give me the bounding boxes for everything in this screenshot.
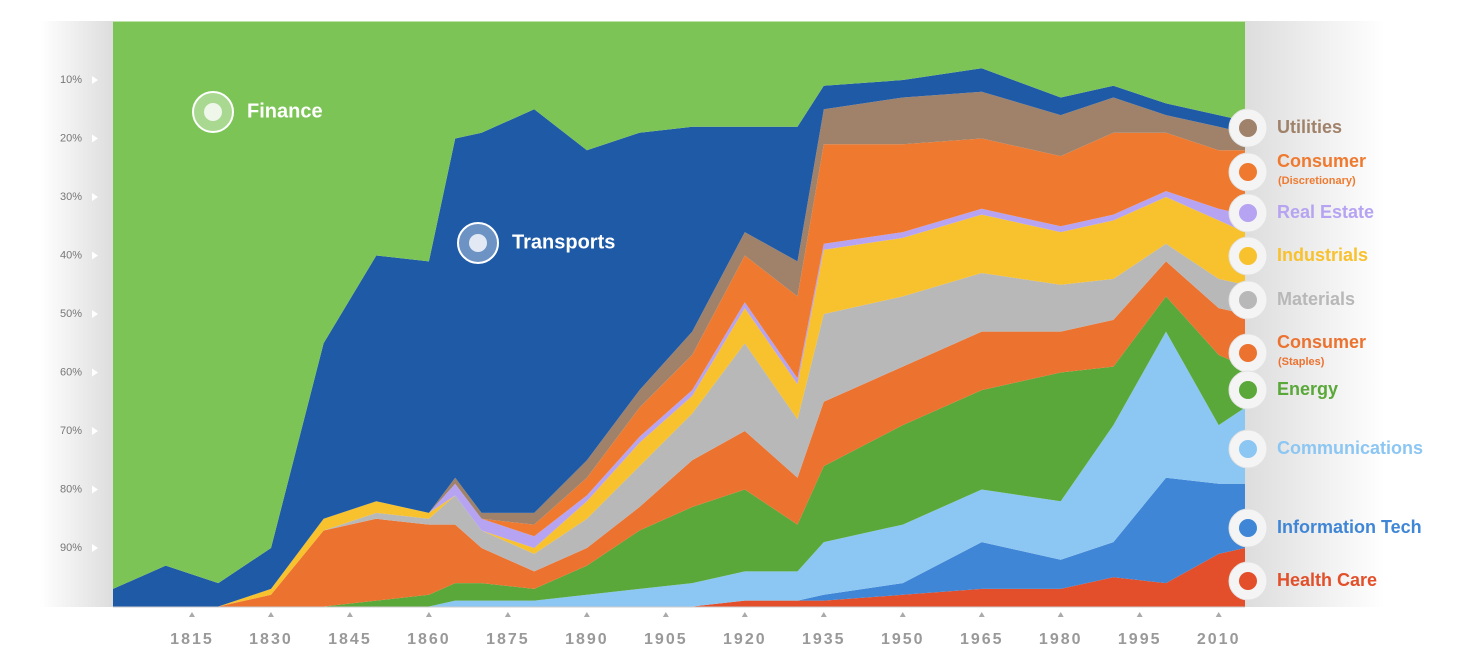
legend-icon-dot	[1239, 440, 1257, 458]
legend-icon-dot	[1239, 572, 1257, 590]
plot-area	[113, 21, 1245, 607]
x-tick-label: 1845	[328, 631, 372, 648]
legend-label: Industrials	[1277, 245, 1368, 265]
y-tick	[92, 427, 98, 435]
x-tick	[583, 612, 590, 617]
y-tick	[92, 368, 98, 377]
x-tick-label: 1920	[723, 631, 767, 648]
legend-label: Communications	[1277, 438, 1423, 458]
legend-icon-dot	[1239, 344, 1257, 362]
x-tick	[1057, 612, 1064, 617]
x-tick	[188, 612, 195, 617]
x-tick	[978, 612, 985, 617]
area	[113, 548, 1245, 607]
x-tick-label: 1995	[1118, 631, 1162, 648]
legend-icon-dot	[1239, 163, 1257, 181]
legend-label: Information Tech	[1277, 517, 1422, 537]
area	[113, 261, 1245, 607]
area	[113, 91, 1245, 607]
x-tick	[504, 612, 511, 617]
legend-label: Real Estate	[1277, 202, 1374, 222]
y-tick-label: 80%	[60, 483, 82, 495]
x-tick-label: 1890	[565, 631, 609, 648]
x-tick-label: 1905	[644, 631, 688, 648]
x-tick-label: 1935	[802, 631, 846, 648]
y-tick	[92, 76, 98, 84]
area	[113, 197, 1245, 607]
legend-icon-dot	[1239, 519, 1257, 537]
y-tick	[92, 485, 98, 494]
y-tick-label: 70%	[60, 425, 82, 437]
y-tick-label: 40%	[60, 249, 82, 261]
legend-label: Utilities	[1277, 117, 1342, 137]
legend-label: Consumer	[1277, 332, 1366, 352]
y-tick	[92, 310, 98, 318]
y-tick	[92, 193, 98, 201]
legend-label: Health Care	[1277, 570, 1377, 590]
x-tick	[425, 612, 432, 617]
label-icon-dot	[469, 234, 487, 252]
x-tick-label: 1860	[407, 631, 451, 648]
y-tick	[92, 134, 98, 143]
legend-icon-dot	[1239, 381, 1257, 399]
legend-note: (Discretionary)	[1278, 175, 1356, 187]
x-tick-label: 1980	[1039, 631, 1083, 648]
area	[113, 243, 1245, 607]
x-tick	[741, 612, 748, 617]
area	[113, 21, 1245, 589]
legend-label: Energy	[1277, 379, 1338, 399]
x-tick	[267, 612, 274, 617]
series-label: Finance	[247, 100, 323, 122]
y-tick-label: 60%	[60, 366, 82, 378]
legend-icon-dot	[1239, 291, 1257, 309]
legend-label: Consumer	[1277, 151, 1366, 171]
x-tick-label: 1950	[881, 631, 925, 648]
legend-icon-dot	[1239, 204, 1257, 222]
area	[113, 296, 1245, 607]
area	[113, 477, 1245, 607]
label-icon-dot	[204, 103, 222, 121]
x-tick	[820, 612, 827, 617]
y-tick	[92, 544, 98, 552]
x-tick-label: 1815	[170, 631, 214, 648]
y-tick-label: 20%	[60, 132, 82, 144]
area	[113, 132, 1245, 607]
y-tick-label: 10%	[60, 74, 82, 86]
x-tick-label: 1875	[486, 631, 530, 648]
y-tick-label: 30%	[60, 191, 82, 203]
x-tick-label: 1830	[249, 631, 293, 648]
x-tick	[1215, 612, 1222, 617]
x-tick-label: 2010	[1197, 631, 1241, 648]
legend-icon-dot	[1239, 119, 1257, 137]
area	[113, 331, 1245, 607]
area	[113, 68, 1245, 607]
left-margin	[40, 21, 113, 607]
y-tick-label: 50%	[60, 308, 82, 320]
legend-label: Materials	[1277, 289, 1355, 309]
y-tick	[92, 251, 98, 260]
x-tick	[662, 612, 669, 617]
legend-icon-dot	[1239, 247, 1257, 265]
x-tick	[346, 612, 353, 617]
x-tick	[899, 612, 906, 617]
x-tick	[1136, 612, 1143, 617]
x-tick-label: 1965	[960, 631, 1004, 648]
right-margin	[1245, 21, 1385, 607]
series-label: Transports	[512, 231, 615, 253]
legend-note: (Staples)	[1278, 356, 1325, 368]
y-tick-label: 90%	[60, 542, 82, 554]
